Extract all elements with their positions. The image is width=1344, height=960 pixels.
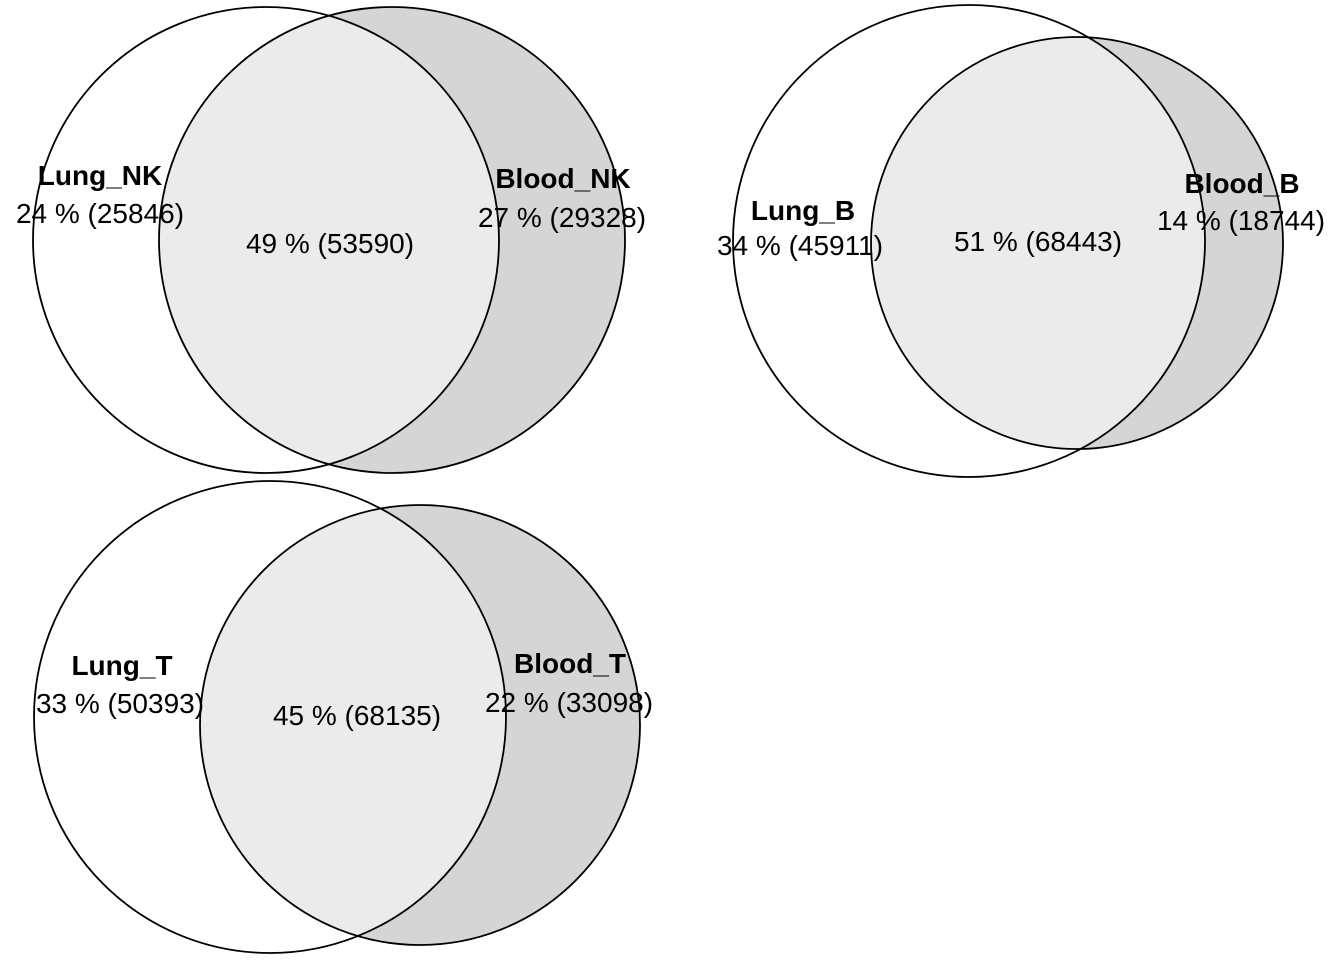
lung-t-unique-value: 33 % (50393) <box>36 688 204 719</box>
lung-nk-unique-value: 24 % (25846) <box>16 198 184 229</box>
venn-t: Lung_T 33 % (50393) 45 % (68135) Blood_T… <box>33 480 653 954</box>
t-overlap-region <box>200 505 506 945</box>
t-overlap-value: 45 % (68135) <box>273 700 441 731</box>
nk-overlap-region <box>159 7 499 473</box>
lung-nk-circle <box>32 6 500 474</box>
venn-nk: Lung_NK 24 % (25846) 49 % (53590) Blood_… <box>16 6 646 474</box>
blood-b-unique-value: 14 % (18744) <box>1157 205 1325 236</box>
blood-nk-title: Blood_NK <box>495 163 630 194</box>
blood-b-circle <box>870 36 1284 450</box>
b-overlap-value: 51 % (68443) <box>954 226 1122 257</box>
blood-t-title: Blood_T <box>514 648 626 679</box>
blood-nk-unique-value: 27 % (29328) <box>478 202 646 233</box>
lung-t-circle <box>33 480 507 954</box>
blood-nk-circle <box>158 6 626 474</box>
lung-t-title: Lung_T <box>71 650 172 681</box>
blood-t-unique-value: 22 % (33098) <box>485 687 653 718</box>
lung-nk-title: Lung_NK <box>38 160 162 191</box>
lung-b-circle <box>732 4 1206 478</box>
lung-b-unique-value: 34 % (45911) <box>717 230 883 261</box>
blood-b-title: Blood_B <box>1184 168 1299 199</box>
venn-b: Lung_B 34 % (45911) 51 % (68443) Blood_B… <box>717 4 1325 478</box>
lung-b-title: Lung_B <box>751 195 855 226</box>
blood-t-circle <box>199 504 641 946</box>
nk-overlap-value: 49 % (53590) <box>246 228 414 259</box>
